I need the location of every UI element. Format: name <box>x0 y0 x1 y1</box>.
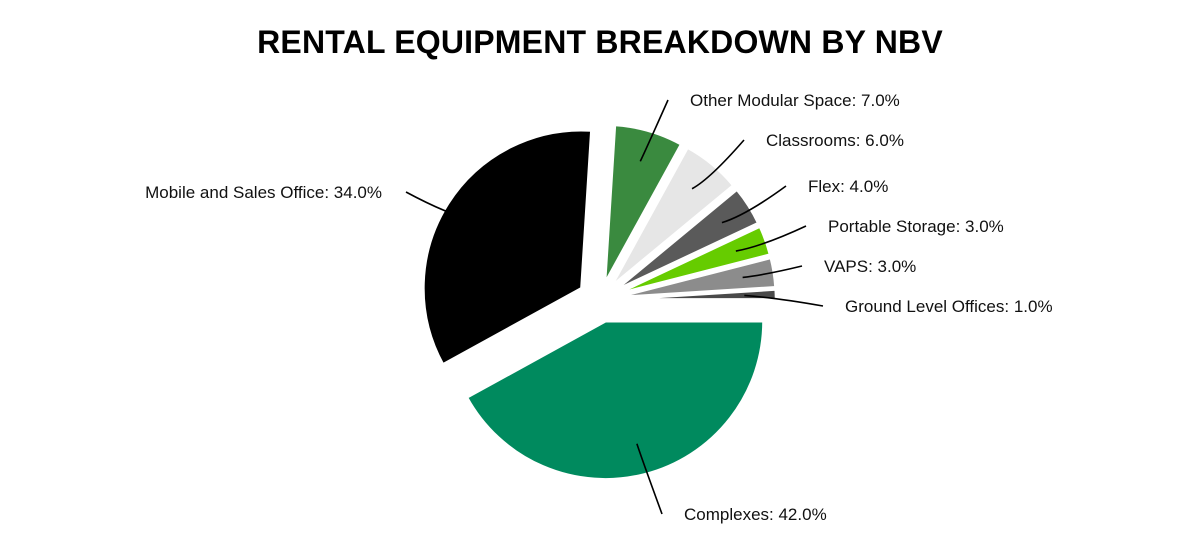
slice-label: Other Modular Space: 7.0% <box>690 91 900 110</box>
slice-label: Classrooms: 6.0% <box>766 131 904 150</box>
chart-title: RENTAL EQUIPMENT BREAKDOWN BY NBV <box>257 24 943 60</box>
slice-label: Mobile and Sales Office: 34.0% <box>145 183 382 202</box>
slice-label: Complexes: 42.0% <box>684 505 827 524</box>
pie-slice-complexes <box>465 320 765 481</box>
leader-line <box>721 185 787 224</box>
slice-labels: Complexes: 42.0% Mobile and Sales Office:… <box>145 91 1052 524</box>
slice-label: Portable Storage: 3.0% <box>828 217 1004 236</box>
leader-line <box>735 225 807 252</box>
pie-slices <box>422 123 778 481</box>
slice-label: Ground Level Offices: 1.0% <box>845 297 1053 316</box>
leader-line <box>744 294 824 307</box>
pie-slice-other-modular-space <box>603 123 683 284</box>
pie-slice-mobile-and-sales-office <box>422 128 593 367</box>
slice-label: VAPS: 3.0% <box>824 257 916 276</box>
slice-label: Flex: 4.0% <box>808 177 888 196</box>
leader-lines <box>405 99 824 515</box>
leader-line <box>691 139 745 190</box>
leader-line <box>636 443 663 515</box>
leader-line <box>742 265 803 279</box>
pie-slice-portable-storage <box>616 224 772 296</box>
leader-line <box>405 191 475 222</box>
leader-line <box>639 99 669 162</box>
pie-slice-flex <box>614 187 760 292</box>
